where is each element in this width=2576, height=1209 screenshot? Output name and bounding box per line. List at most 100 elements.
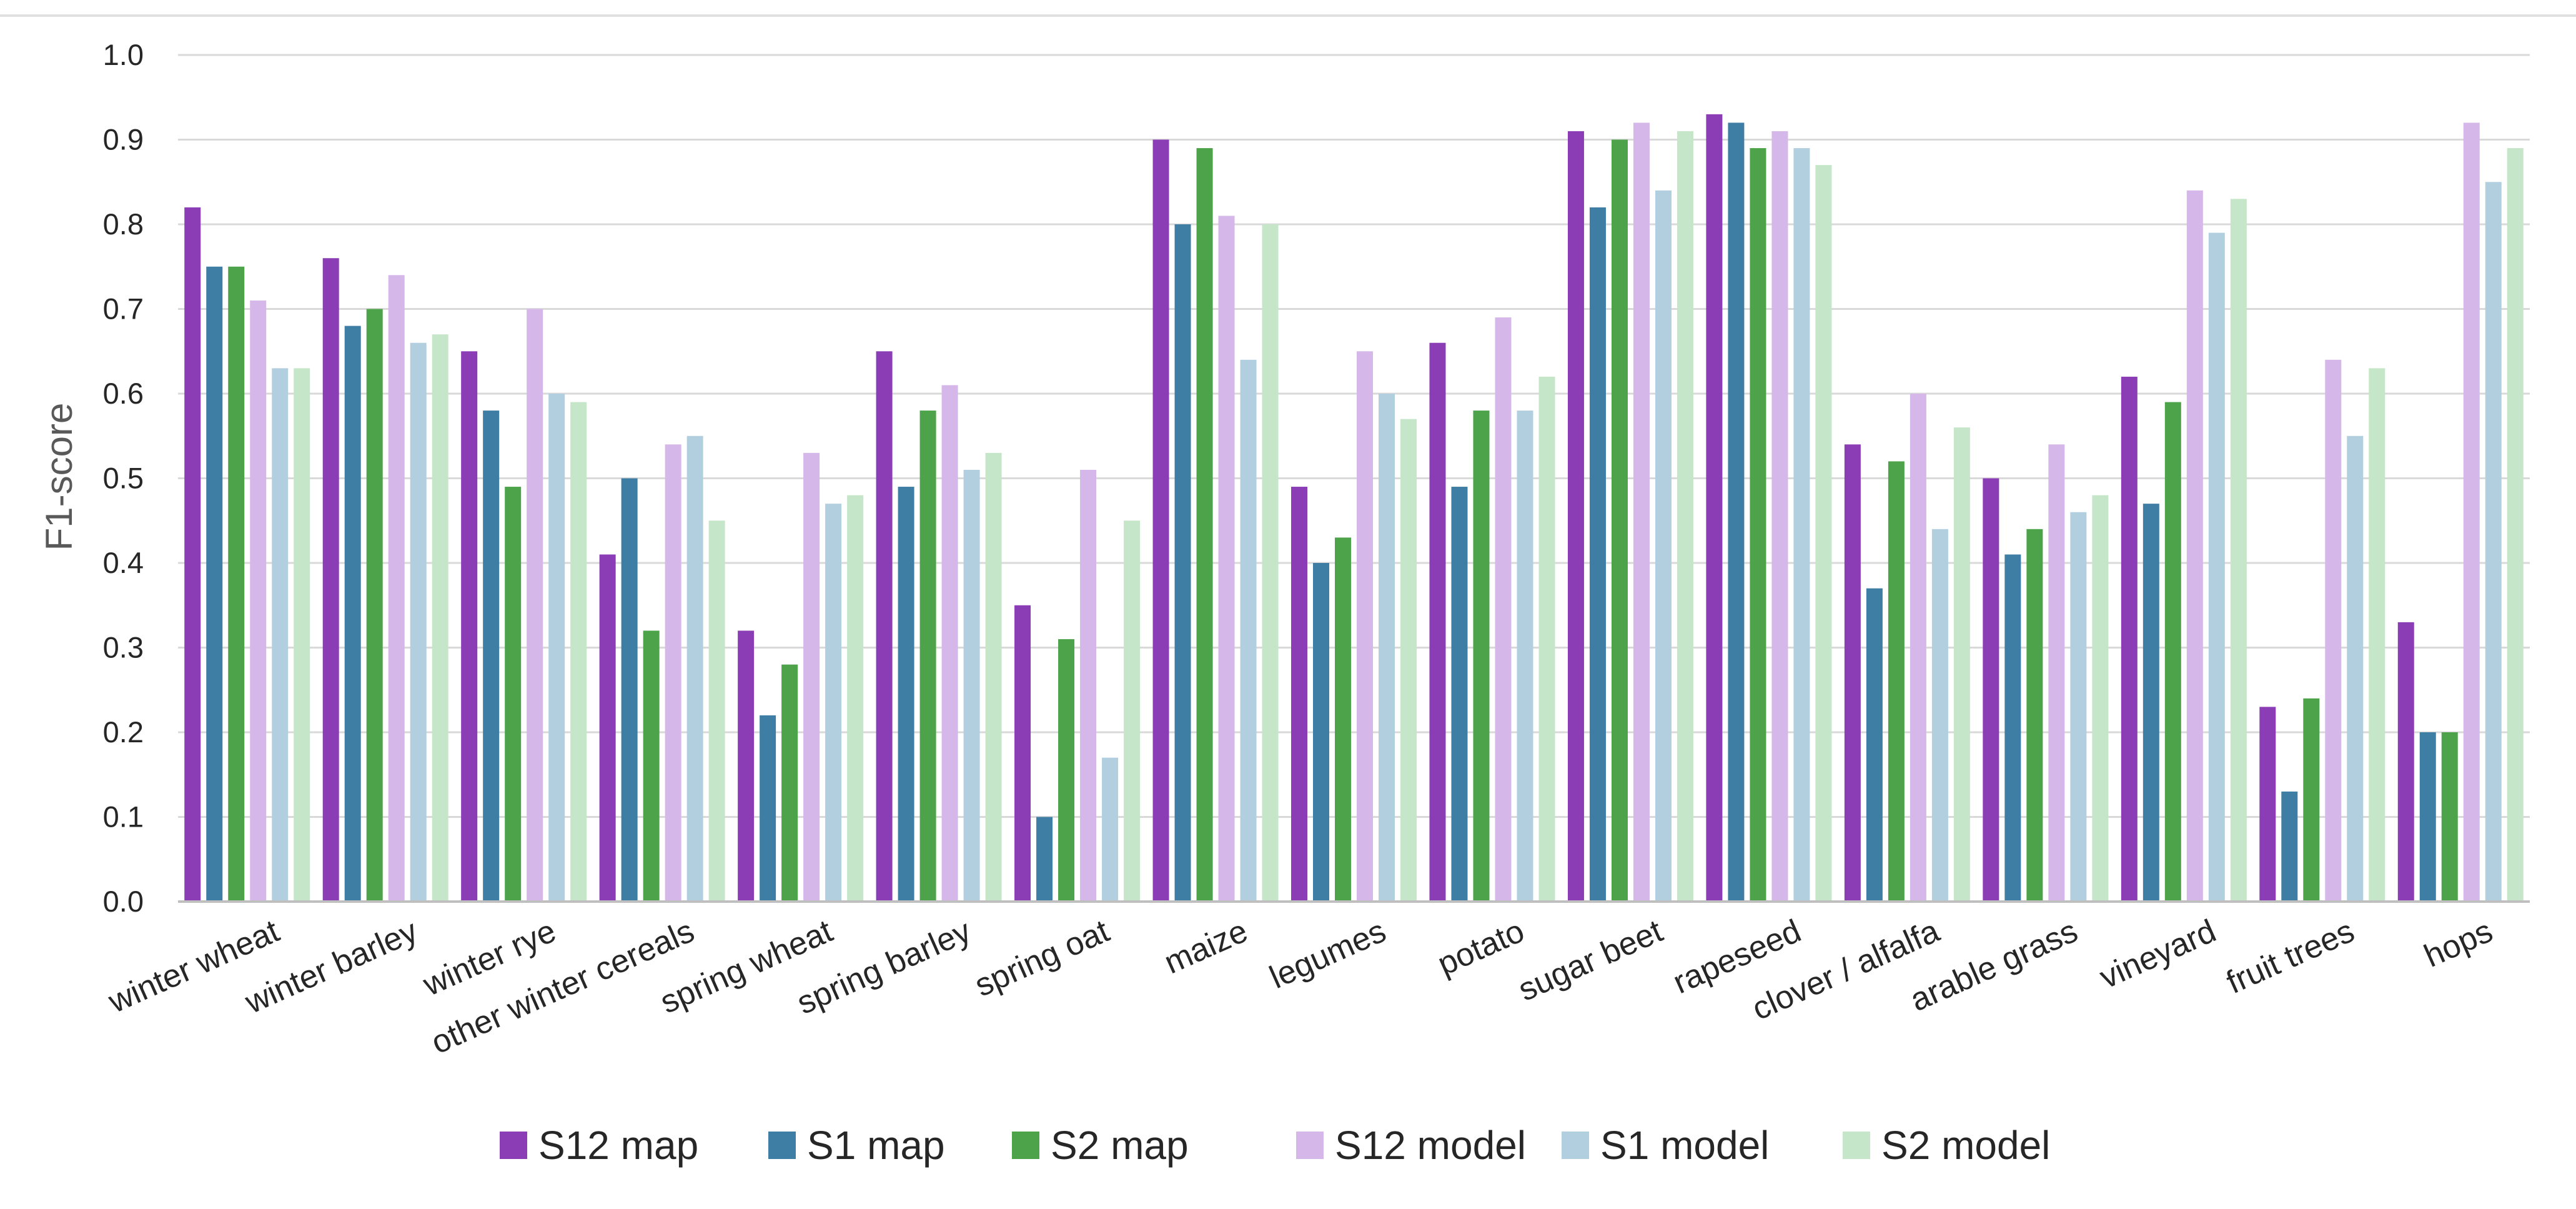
legend-swatch <box>768 1132 796 1159</box>
x-tick-label: legumes <box>1264 913 1391 996</box>
bar <box>272 368 289 902</box>
bar <box>228 266 245 902</box>
legend-label: S2 map <box>1051 1123 1189 1168</box>
bar <box>1931 529 1948 902</box>
bar <box>1379 394 1395 902</box>
bar <box>708 520 725 902</box>
bar <box>1910 394 1926 902</box>
bar <box>1655 190 1672 902</box>
bar <box>388 275 405 902</box>
bar <box>1400 419 1417 902</box>
bar <box>1262 224 1279 902</box>
bar <box>2186 190 2203 902</box>
gridlines <box>178 54 2530 818</box>
bar <box>1495 317 1512 902</box>
bar <box>2419 732 2436 902</box>
bar <box>621 478 638 902</box>
bar <box>963 469 980 902</box>
bar <box>1611 139 1628 902</box>
bar <box>665 444 681 902</box>
bar <box>1036 817 1053 902</box>
y-tick-label: 0.7 <box>103 292 144 326</box>
bar <box>1218 216 1235 902</box>
bars <box>184 114 2524 902</box>
y-tick-label: 0.3 <box>103 631 144 664</box>
bar <box>2259 707 2276 902</box>
bar <box>2325 359 2342 902</box>
y-tick-label: 0.9 <box>103 123 144 156</box>
y-tick-label: 0.8 <box>103 207 144 241</box>
bar <box>1080 469 1097 902</box>
legend-label: S12 map <box>538 1123 698 1168</box>
bar <box>876 351 893 902</box>
bar <box>2092 495 2109 902</box>
bar <box>1983 478 1999 902</box>
legend-label: S1 map <box>807 1123 945 1168</box>
legend-label: S2 model <box>1881 1123 2050 1168</box>
bar <box>2463 122 2480 902</box>
bar <box>1771 131 1788 902</box>
bar <box>1567 131 1584 902</box>
x-tick-label: potato <box>1432 913 1530 983</box>
bar <box>1677 131 1693 902</box>
bar <box>206 266 223 902</box>
bar <box>2143 504 2159 902</box>
bar <box>2441 732 2458 902</box>
bar <box>410 342 427 902</box>
bar <box>1728 122 1745 902</box>
bar <box>505 487 522 902</box>
legend: S12 map S1 map S2 map S12 model S1 model S2 m… <box>500 1123 2050 1168</box>
bar <box>2048 444 2065 902</box>
bar <box>2070 512 2087 902</box>
bar <box>548 394 565 902</box>
bar <box>2230 199 2247 902</box>
bar <box>643 630 660 902</box>
legend-swatch <box>1012 1132 1039 1159</box>
bar <box>1357 351 1373 902</box>
y-tick-label: 0.5 <box>103 462 144 495</box>
bar <box>985 452 1002 902</box>
bar <box>184 207 201 902</box>
bar <box>847 495 864 902</box>
y-tick-label: 0.2 <box>103 715 144 749</box>
bar <box>1014 605 1031 902</box>
x-tick-label: maize <box>1159 913 1253 981</box>
bar <box>1538 376 1555 902</box>
bar <box>738 630 755 902</box>
bar <box>781 664 798 902</box>
bar <box>483 410 500 902</box>
bar <box>1844 444 1861 902</box>
bar <box>2164 402 2181 902</box>
bar <box>1196 148 1213 902</box>
bar <box>2347 435 2364 902</box>
y-axis-title: F1-score <box>38 403 80 551</box>
bar <box>570 402 587 902</box>
bar <box>294 368 310 902</box>
bar <box>1815 165 1832 902</box>
bar <box>919 410 936 902</box>
legend-swatch <box>1296 1132 1324 1159</box>
y-tick-label: 0.1 <box>103 800 144 833</box>
x-tick-label: fruit trees <box>2221 913 2360 1001</box>
y-tick-label: 0.6 <box>103 377 144 410</box>
bar <box>1633 122 1650 902</box>
legend-label: S12 model <box>1335 1123 1526 1168</box>
bar <box>2208 232 2225 902</box>
bar <box>1473 410 1490 902</box>
bar <box>2281 791 2298 902</box>
bar <box>686 435 703 902</box>
bar <box>1517 410 1533 902</box>
legend-label: S1 model <box>1600 1123 1769 1168</box>
bar <box>1750 148 1766 902</box>
x-tick-label: vineyard <box>2094 913 2221 996</box>
bar <box>2303 698 2320 902</box>
legend-swatch <box>1562 1132 1589 1159</box>
bar <box>760 715 776 902</box>
y-tick-label: 1.0 <box>103 38 144 71</box>
legend-swatch <box>1843 1132 1870 1159</box>
bar <box>2026 529 2043 902</box>
bar <box>1102 757 1119 902</box>
bar <box>1152 139 1169 902</box>
